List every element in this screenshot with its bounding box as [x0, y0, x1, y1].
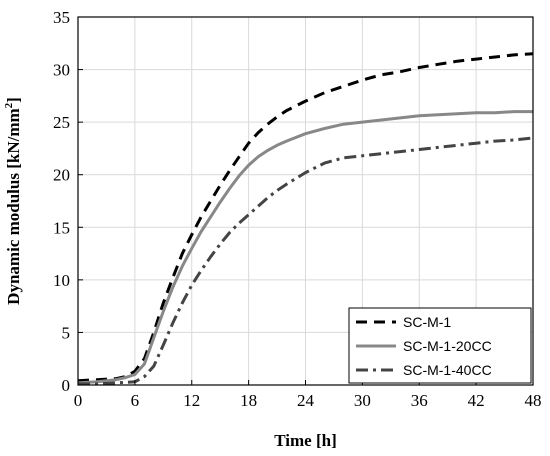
- axis-ticks: 0 6 12 18 24 30 36 42 48 0 5 10 15 20 25 30 35: [53, 8, 542, 410]
- y-tick-label: 0: [62, 376, 71, 395]
- x-tick-label: 30: [354, 391, 371, 410]
- x-tick-label: 18: [240, 391, 257, 410]
- y-tick-label: 10: [53, 271, 70, 290]
- x-axis-title: Time [h]: [274, 431, 337, 450]
- y-tick-label: 35: [53, 8, 70, 27]
- legend-label-2: SC-M-1-20CC: [403, 338, 492, 354]
- x-tick-label: 24: [297, 391, 315, 410]
- series-line-2: [77, 110, 533, 385]
- y-tick-label: 30: [53, 61, 70, 80]
- y-axis-title: Dynamic modulus [kN/mm2]: [3, 97, 23, 305]
- legend-label-1: SC-M-1: [403, 314, 451, 330]
- x-tick-label: 12: [183, 391, 200, 410]
- y-axis-title-sup: 2: [3, 102, 15, 108]
- y-tick-label: 5: [62, 323, 71, 342]
- x-tick-label: 36: [411, 391, 428, 410]
- series-lines: [77, 52, 534, 386]
- y-tick-label: 20: [53, 166, 70, 185]
- x-tick-label: 0: [74, 391, 83, 410]
- x-tick-label: 6: [131, 391, 140, 410]
- legend-label-3: SC-M-1-40CC: [403, 362, 492, 378]
- y-axis-title-main: Dynamic modulus [kN/mm: [4, 108, 23, 304]
- legend: SC-M-1 SC-M-1-20CC SC-M-1-40CC: [348, 307, 532, 384]
- y-axis-title-close: ]: [4, 97, 23, 103]
- x-tick-label: 42: [468, 391, 485, 410]
- y-tick-label: 15: [53, 218, 70, 237]
- x-tick-label: 48: [525, 391, 542, 410]
- y-tick-label: 25: [53, 113, 70, 132]
